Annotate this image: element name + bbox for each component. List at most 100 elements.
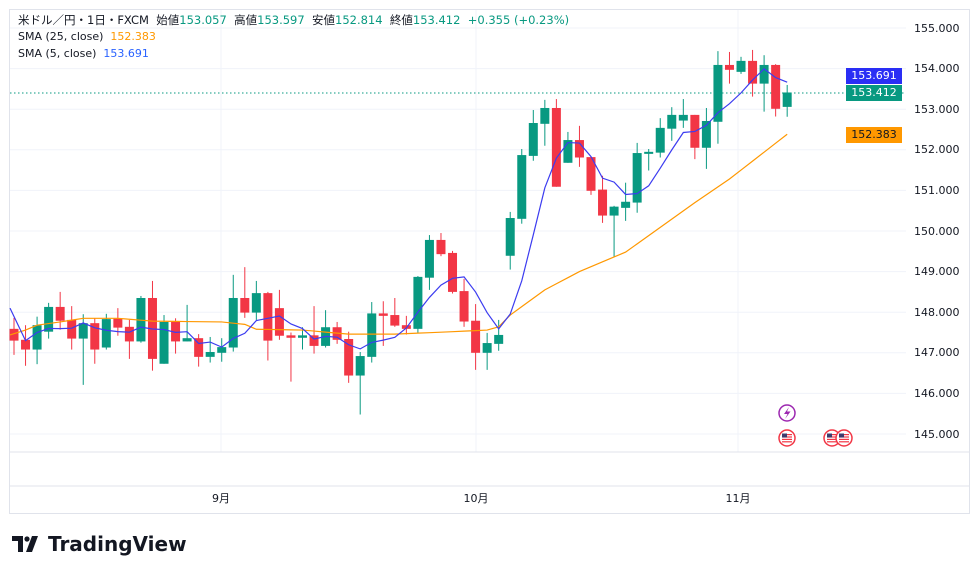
- candle: [44, 302, 54, 339]
- candle: [286, 332, 296, 382]
- candle-body: [171, 321, 181, 342]
- candle: [32, 316, 42, 365]
- candle-body: [205, 351, 215, 357]
- sma5-legend[interactable]: SMA (5, close) 153.691: [18, 47, 149, 60]
- candle: [21, 325, 31, 366]
- candle-body: [655, 127, 665, 153]
- candle-body: [355, 356, 365, 376]
- candle-body: [494, 334, 504, 344]
- candle: [505, 211, 515, 270]
- sma25-label: SMA (25, close): [18, 30, 104, 43]
- candle-body: [436, 239, 446, 255]
- candle-body: [378, 313, 388, 316]
- symbol-legend: 米ドル／円・1日・FXCM 始値153.057 高値153.597 安値152.…: [18, 12, 569, 28]
- candle-body: [667, 114, 677, 129]
- candle-body: [632, 153, 642, 203]
- candle-body: [274, 308, 284, 336]
- candle-body: [101, 319, 111, 348]
- us-event-flag-icon[interactable]: [835, 429, 853, 447]
- candle: [298, 327, 307, 350]
- candle-body: [471, 320, 481, 353]
- candle-body: [390, 315, 400, 326]
- candle: [147, 280, 157, 371]
- candle-body: [448, 252, 458, 292]
- candle: [78, 314, 88, 385]
- candle: [217, 338, 227, 362]
- candle-body: [505, 218, 515, 256]
- candle: [655, 118, 665, 158]
- candle-body: [563, 140, 573, 163]
- change-value: +0.355 (+0.23%): [467, 13, 570, 27]
- us-event-flag-icon[interactable]: [823, 429, 841, 447]
- candle: [678, 99, 688, 128]
- close-value: 153.412: [412, 13, 461, 27]
- candle: [321, 310, 331, 348]
- candle: [667, 107, 677, 141]
- time-label-oct: 10月: [463, 492, 489, 505]
- candle-body: [182, 338, 192, 342]
- close-label: 終値: [389, 13, 413, 27]
- candle: [263, 291, 273, 361]
- candle: [528, 110, 538, 161]
- candle: [159, 315, 169, 364]
- price-axis-label: 153.000: [914, 102, 960, 116]
- candle: [482, 332, 492, 370]
- candle-body: [459, 291, 469, 322]
- candle: [136, 295, 146, 343]
- candle: [205, 336, 215, 363]
- low-label: 安値: [312, 13, 335, 27]
- candle-body: [701, 120, 711, 148]
- candle-body: [90, 323, 100, 350]
- tradingview-logo[interactable]: TradingView: [12, 532, 187, 556]
- candle: [9, 317, 19, 355]
- candle: [171, 318, 181, 354]
- sma25-value: 152.383: [110, 30, 156, 43]
- candle-body: [113, 318, 123, 328]
- candle-body: [771, 64, 781, 109]
- candle: [274, 289, 284, 340]
- price-axis-label: 149.000: [914, 265, 960, 279]
- candle: [344, 331, 354, 383]
- candle: [609, 205, 619, 257]
- candle: [771, 64, 781, 117]
- us-event-flag-icon[interactable]: [778, 429, 796, 447]
- price-axis-label: 150.000: [914, 224, 960, 238]
- candle-body: [413, 276, 423, 329]
- candle: [632, 142, 642, 213]
- candle: [748, 49, 758, 97]
- candle-body: [736, 60, 746, 72]
- candle: [367, 302, 377, 363]
- candle: [251, 280, 261, 320]
- candle: [574, 125, 584, 167]
- candle: [724, 51, 734, 84]
- candle-body: [644, 151, 654, 154]
- candle-body: [344, 338, 354, 376]
- sma25-legend[interactable]: SMA (25, close) 152.383: [18, 30, 156, 43]
- candle-body: [251, 293, 261, 313]
- candle-body: [44, 306, 54, 332]
- candle-body: [286, 335, 296, 338]
- candle-body: [21, 339, 31, 350]
- candle-body: [424, 239, 434, 278]
- candle-body: [517, 155, 527, 219]
- symbol-title: 米ドル／円・1日・FXCM: [18, 13, 149, 27]
- event-dividend-icon[interactable]: [778, 404, 796, 422]
- candle: [124, 319, 134, 359]
- candle-body: [309, 335, 319, 346]
- candle-body: [240, 297, 250, 313]
- chart-frame: [9, 9, 970, 514]
- candle-body: [298, 335, 307, 338]
- price-axis-label: 155.000: [914, 21, 960, 35]
- candle: [309, 306, 319, 354]
- candle-body: [263, 293, 273, 341]
- candle: [563, 131, 573, 163]
- candle: [459, 278, 469, 327]
- price-axis-label: 147.000: [914, 346, 960, 360]
- candle-body: [367, 313, 377, 357]
- candle: [101, 313, 111, 350]
- candle: [759, 55, 769, 112]
- candle: [90, 318, 100, 364]
- candle-body: [782, 92, 792, 107]
- candle-body: [78, 323, 88, 339]
